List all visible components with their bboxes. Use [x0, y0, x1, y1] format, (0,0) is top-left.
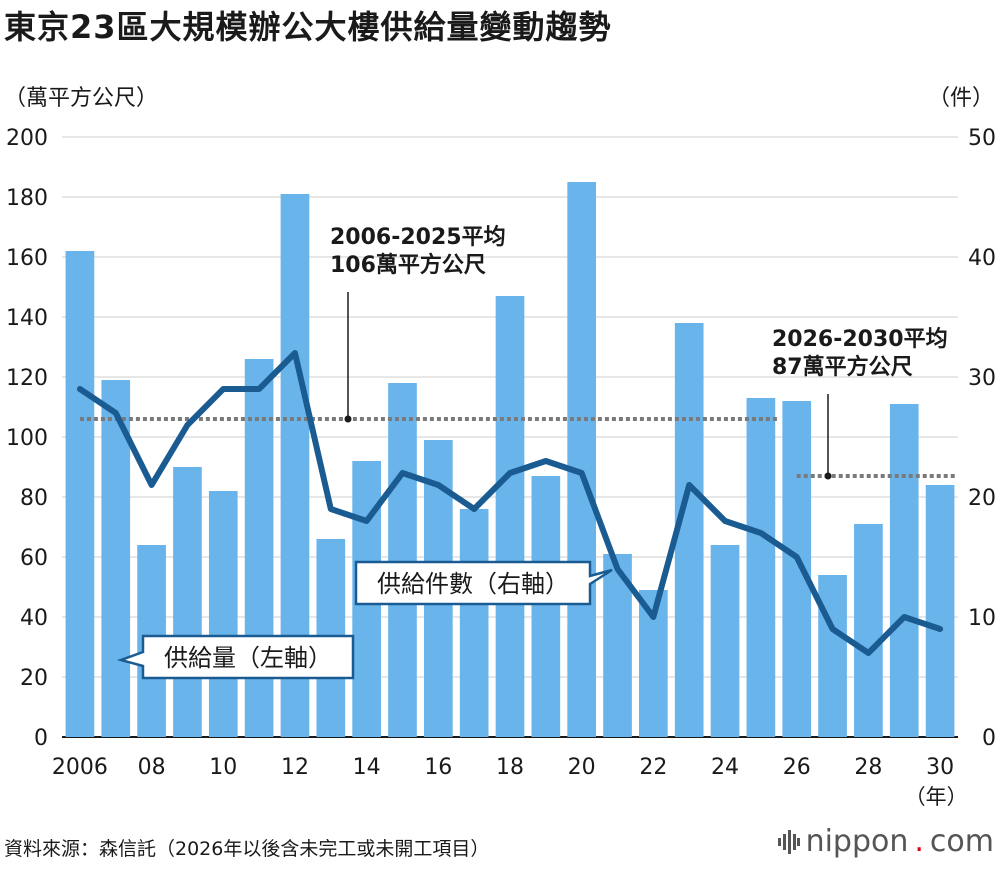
bar: [925, 485, 955, 737]
y-right-tick-label: 50: [968, 126, 996, 151]
chart-title: 東京23區大規模辦公大樓供給量變動趨勢: [4, 8, 612, 46]
bar: [244, 359, 274, 737]
x-tick-label: 22: [639, 755, 667, 780]
brand-name: nippon: [805, 824, 909, 859]
y-left-tick-label: 140: [6, 306, 48, 331]
y-right-tick-label: 10: [968, 606, 996, 631]
y-left-tick-label: 60: [20, 546, 48, 571]
annotation-label: 87萬平方公尺: [772, 354, 913, 380]
y-right-tick-label: 40: [968, 246, 996, 271]
x-tick-label: 30: [926, 755, 954, 780]
right-axis-unit: （件）: [927, 86, 994, 111]
annotation-label: 2006-2025平均: [330, 224, 506, 250]
left-axis-unit: （萬平方公尺）: [4, 86, 159, 111]
y-left-tick-label: 20: [20, 666, 48, 691]
bar: [173, 467, 202, 737]
annotation-label: 106萬平方公尺: [330, 252, 486, 278]
legend-bar-label: 供給量（左軸）: [164, 644, 332, 672]
x-tick-label: 20: [568, 755, 596, 780]
y-left-tick-label: 200: [6, 126, 48, 151]
bar: [746, 398, 776, 737]
x-tick-label: 26: [783, 755, 811, 780]
legend-bar-box: [116, 634, 355, 680]
x-tick-label: 24: [711, 755, 739, 780]
y-left-tick-label: 160: [6, 246, 48, 271]
bar: [889, 404, 919, 737]
bar-wave-icon: [777, 829, 800, 854]
y-left-tick-label: 100: [6, 426, 48, 451]
x-tick-label: 12: [281, 755, 309, 780]
bar: [101, 380, 131, 737]
bar: [567, 182, 597, 737]
y-left-tick-label: 40: [20, 606, 48, 631]
bar: [854, 524, 883, 737]
x-tick-label: 14: [353, 755, 381, 780]
legend-line-box: [354, 560, 613, 606]
bar: [818, 575, 847, 737]
y-left-tick-label: 0: [34, 726, 48, 751]
annotation-label: 2026-2030平均: [772, 326, 948, 352]
x-tick-label: 2006: [52, 755, 108, 780]
x-tick-label: 10: [209, 755, 237, 780]
bar: [782, 401, 812, 737]
y-right-tick-label: 20: [968, 486, 996, 511]
x-axis-unit: （年）: [905, 785, 968, 809]
bar: [459, 509, 489, 737]
y-right-tick-label: 0: [982, 726, 996, 751]
y-left-tick-label: 80: [20, 486, 48, 511]
brand-dot: .: [914, 824, 924, 859]
x-tick-label: 16: [424, 755, 452, 780]
bar: [208, 491, 238, 737]
annotation-dot: [824, 472, 832, 480]
bar: [531, 476, 561, 737]
source-note: 資料來源：森信託（2026年以後含未完工或未開工項目）: [4, 838, 490, 860]
bar: [710, 545, 740, 737]
y-right-tick-label: 30: [968, 366, 996, 391]
annotation-dot: [344, 415, 352, 423]
legend-line-label: 供給件數（右軸）: [377, 570, 569, 598]
bar: [65, 251, 95, 737]
x-tick-label: 08: [138, 755, 166, 780]
x-tick-label: 28: [854, 755, 882, 780]
bar: [495, 296, 525, 737]
x-tick-label: 18: [496, 755, 524, 780]
brand-suffix: com: [929, 824, 994, 859]
y-left-tick-label: 180: [6, 186, 48, 211]
y-left-tick-label: 120: [6, 366, 48, 391]
brand-logo[interactable]: nippon. com: [777, 824, 994, 859]
bar: [388, 383, 417, 737]
